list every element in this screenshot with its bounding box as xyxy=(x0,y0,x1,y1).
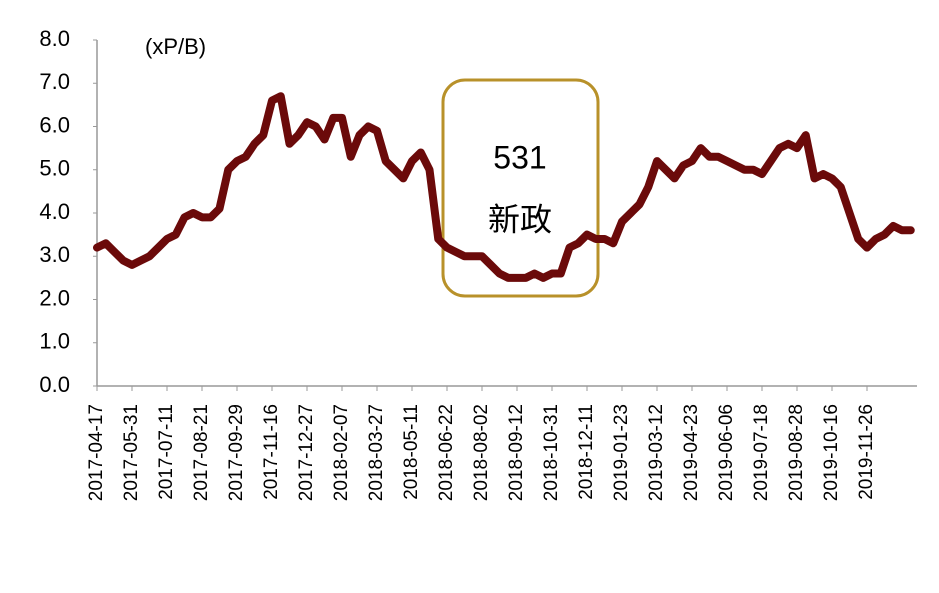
x-tick-label: 2017-11-16 xyxy=(261,404,282,500)
x-tick-label: 2018-02-07 xyxy=(331,404,352,501)
x-tick-label: 2018-10-31 xyxy=(541,404,562,501)
x-tick-label: 2018-03-27 xyxy=(366,404,387,501)
x-tick-label: 2018-12-11 xyxy=(576,404,597,500)
y-tick-label: 7.0 xyxy=(39,69,70,94)
data-line xyxy=(93,92,915,282)
annotation-text: 新政 xyxy=(488,201,552,237)
x-tick-label: 2019-06-06 xyxy=(716,404,737,501)
y-tick-label: 3.0 xyxy=(39,242,70,267)
x-tick-label: 2017-08-21 xyxy=(191,404,212,501)
x-tick-label: 2019-11-26 xyxy=(856,404,877,500)
x-tick-label: 2019-07-18 xyxy=(751,404,772,501)
x-tick-label: 2017-09-29 xyxy=(226,404,247,501)
x-tick-label: 2019-01-23 xyxy=(611,404,632,501)
y-tick-label: 0.0 xyxy=(39,372,70,397)
annotation-text: 531 xyxy=(493,139,546,175)
y-tick-label: 8.0 xyxy=(39,26,70,51)
x-tick-label: 2018-05-11 xyxy=(401,404,422,500)
unit-label: (xP/B) xyxy=(145,34,206,59)
x-tick-label: 2018-06-22 xyxy=(436,404,457,501)
y-tick-label: 5.0 xyxy=(39,156,70,181)
x-tick-label: 2017-05-31 xyxy=(121,404,142,501)
x-tick-label: 2017-07-11 xyxy=(156,404,177,500)
x-tick-label: 2019-10-16 xyxy=(821,404,842,501)
y-tick-label: 6.0 xyxy=(39,112,70,137)
x-tick-label: 2018-08-02 xyxy=(471,404,492,501)
x-tick-label: 2019-08-28 xyxy=(786,404,807,501)
y-tick-label: 2.0 xyxy=(39,285,70,310)
y-tick-label: 1.0 xyxy=(39,329,70,354)
x-tick-label: 2017-12-27 xyxy=(296,404,317,501)
annotation-box xyxy=(441,78,600,298)
x-tick-label: 2019-04-23 xyxy=(681,404,702,501)
x-tick-label: 2019-03-12 xyxy=(646,404,667,501)
x-tick-label: 2018-09-12 xyxy=(506,404,527,501)
y-tick-label: 4.0 xyxy=(39,199,70,224)
x-tick-label: 2017-04-17 xyxy=(86,404,107,501)
